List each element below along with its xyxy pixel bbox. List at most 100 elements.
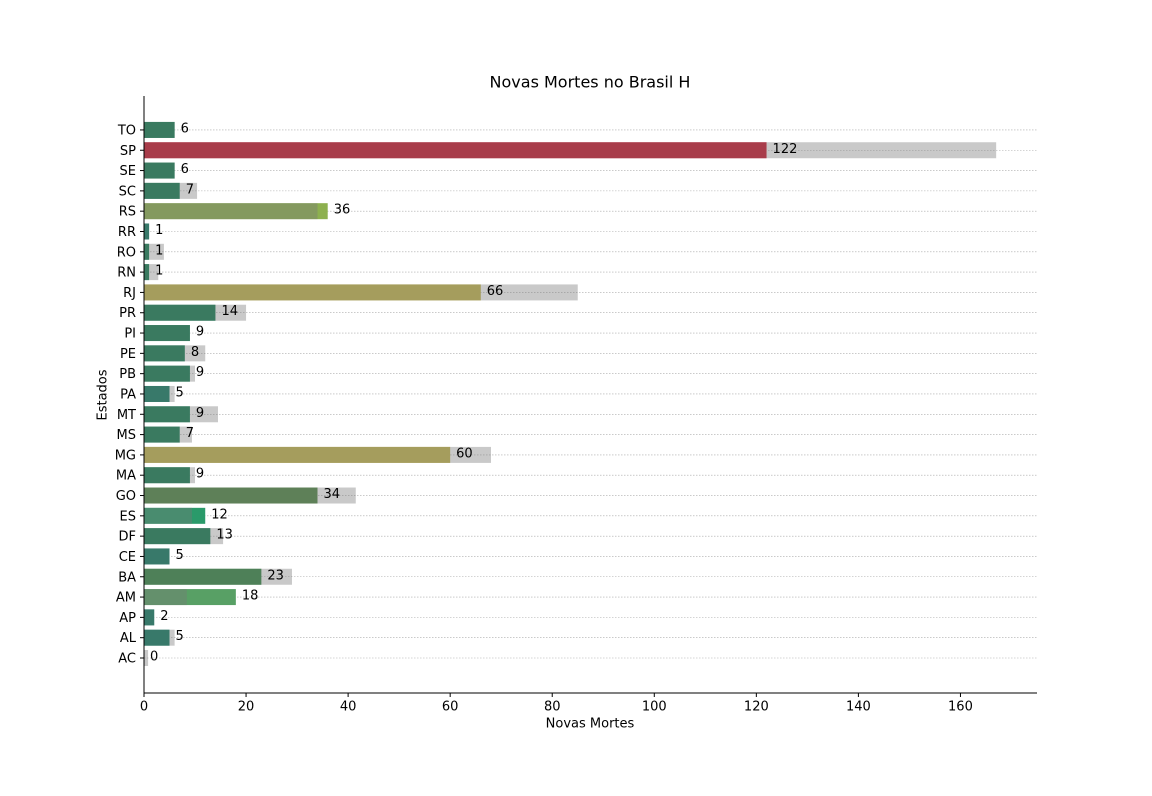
reference-bar xyxy=(144,609,155,626)
value-label: 9 xyxy=(196,406,204,421)
bar xyxy=(144,609,155,626)
reference-bar xyxy=(144,426,192,443)
bar xyxy=(144,142,767,159)
value-label: 0 xyxy=(150,650,158,665)
value-label: 23 xyxy=(267,568,284,583)
bar xyxy=(144,223,150,240)
bar xyxy=(144,162,175,179)
reference-bar xyxy=(144,629,175,646)
reference-bar xyxy=(144,568,292,585)
y-tick-label: RN xyxy=(117,266,136,281)
x-tick-label: 20 xyxy=(238,700,255,715)
x-axis-label: Novas Mortes xyxy=(546,717,635,732)
bar xyxy=(144,446,451,463)
value-label: 5 xyxy=(176,629,184,644)
reference-bar xyxy=(144,365,196,382)
y-tick-label: MT xyxy=(117,408,136,423)
reference-bar xyxy=(144,446,491,463)
y-tick-label: PB xyxy=(119,367,136,382)
value-label: 9 xyxy=(196,325,204,340)
value-label: 1 xyxy=(155,223,163,238)
y-tick-label: SP xyxy=(120,144,136,159)
reference-bar xyxy=(144,264,159,281)
value-label: 5 xyxy=(176,385,184,400)
value-label: 18 xyxy=(242,589,259,604)
y-tick-label: ES xyxy=(120,509,136,524)
value-label: 7 xyxy=(186,426,194,441)
value-label: 9 xyxy=(196,467,204,482)
reference-bar xyxy=(144,487,356,504)
y-tick-label: CE xyxy=(119,550,136,565)
bar xyxy=(144,345,185,362)
value-label: 122 xyxy=(773,142,798,157)
y-tick-label: PI xyxy=(124,327,136,342)
x-tick-label: 60 xyxy=(442,700,459,715)
bar xyxy=(144,548,170,565)
y-tick-label: TO xyxy=(117,123,136,138)
y-tick-label: RO xyxy=(117,245,136,260)
reference-bar xyxy=(144,182,198,199)
y-tick-label: RS xyxy=(119,205,136,220)
y-tick-label: MG xyxy=(115,448,136,463)
bar xyxy=(144,568,262,585)
reference-bar xyxy=(144,304,247,321)
y-tick-label: RJ xyxy=(123,286,136,301)
reference-bar xyxy=(144,223,150,240)
y-tick-label: AC xyxy=(118,652,136,667)
reference-bar xyxy=(144,589,187,606)
bar xyxy=(144,507,206,524)
value-label: 8 xyxy=(191,345,199,360)
reference-bar xyxy=(144,142,997,159)
x-tick-label: 160 xyxy=(948,700,973,715)
reference-bar xyxy=(144,243,164,260)
value-label: 60 xyxy=(456,446,473,461)
y-tick-label: AM xyxy=(116,591,136,606)
y-tick-label: RR xyxy=(118,225,136,240)
y-tick-label: MA xyxy=(116,469,136,484)
bar xyxy=(144,284,481,301)
value-label: 14 xyxy=(221,304,238,319)
y-tick-label: MS xyxy=(117,428,136,443)
reference-bar xyxy=(144,406,218,423)
y-tick-label: SC xyxy=(119,184,136,199)
bar xyxy=(144,406,190,423)
y-tick-label: DF xyxy=(119,530,137,545)
reference-bar xyxy=(144,385,175,402)
x-tick-label: 120 xyxy=(744,700,769,715)
chart-title: Novas Mortes no Brasil H xyxy=(490,73,691,92)
bar xyxy=(144,243,150,260)
bar xyxy=(144,304,216,321)
reference-bar xyxy=(144,203,318,220)
y-tick-label: SE xyxy=(120,164,136,179)
value-label: 66 xyxy=(487,284,504,299)
y-tick-label: PR xyxy=(119,306,136,321)
reference-bar xyxy=(144,325,190,342)
reference-bar xyxy=(144,121,175,138)
bar xyxy=(144,426,180,443)
bar xyxy=(144,385,170,402)
value-label: 5 xyxy=(176,548,184,563)
x-tick-label: 0 xyxy=(140,700,148,715)
value-label: 6 xyxy=(181,162,189,177)
y-tick-label: PE xyxy=(120,347,136,362)
bar xyxy=(144,589,236,606)
bar xyxy=(144,325,190,342)
value-label: 7 xyxy=(186,182,194,197)
bar xyxy=(144,629,170,646)
y-tick-label: AP xyxy=(119,611,136,626)
bar xyxy=(144,203,328,220)
value-label: 36 xyxy=(334,203,351,218)
value-label: 9 xyxy=(196,365,204,380)
bar xyxy=(144,467,190,484)
x-tick-label: 80 xyxy=(544,700,561,715)
bar xyxy=(144,487,318,504)
bar xyxy=(144,264,150,281)
reference-bar xyxy=(144,650,149,666)
reference-bar xyxy=(144,345,206,362)
reference-bar xyxy=(144,528,224,545)
y-tick-label: GO xyxy=(116,489,136,504)
value-label: 2 xyxy=(160,609,168,624)
reference-bar xyxy=(144,507,192,524)
y-tick-label: BA xyxy=(118,570,136,585)
